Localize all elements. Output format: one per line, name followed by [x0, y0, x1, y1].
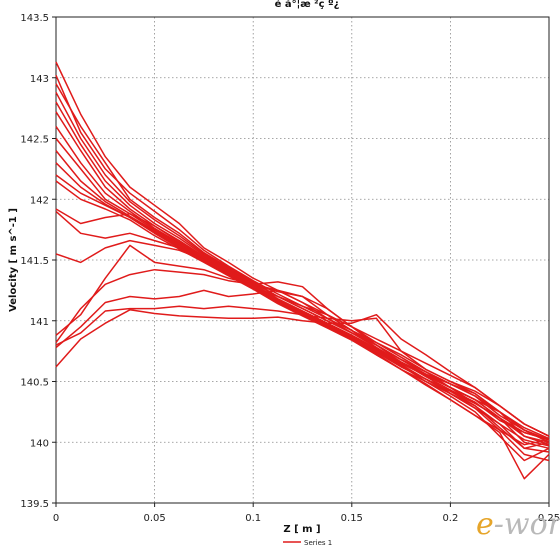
y-tick-label: 141: [30, 317, 49, 328]
series-line-1: [55, 61, 550, 437]
y-tick-label: 139.5: [20, 499, 49, 510]
axis-ticks: 0 0.05 0.1 0.15 0.2 0.25 139.5 140 140.5 141 141.5…: [20, 13, 560, 524]
grid: [56, 17, 549, 503]
x-tick-label: 0.2: [442, 513, 458, 524]
series-group: [55, 61, 550, 480]
x-tick-label: 0.05: [143, 513, 165, 524]
series-line-20: [55, 309, 550, 437]
y-tick-label: 141.5: [20, 256, 49, 267]
legend: Series 1: [283, 539, 332, 547]
series-line-15: [55, 239, 550, 441]
x-tick-label: 0: [53, 513, 59, 524]
series-line-19: [55, 305, 550, 437]
watermark-logo: e-works: [476, 507, 560, 542]
series-line-13: [55, 208, 550, 444]
chart-title: é å°¦æ ²ç º¿: [275, 0, 340, 10]
x-tick-label: 0.1: [245, 513, 261, 524]
legend-entry-series-1: Series 1: [304, 539, 332, 547]
series-line-6: [55, 111, 550, 446]
svg-text:e-works: e-works: [476, 507, 560, 542]
series-line-9: [55, 150, 550, 450]
y-tick-label: 142: [30, 195, 49, 206]
x-tick-label: 0.25: [538, 513, 560, 524]
series-line-17: [55, 268, 550, 440]
y-tick-label: 142.5: [20, 135, 49, 146]
series-line-7: [55, 125, 550, 462]
x-axis-label: Z [ m ]: [283, 524, 320, 535]
y-tick-label: 140: [30, 438, 49, 449]
x-tick-label: 0.15: [341, 513, 363, 524]
y-tick-label: 143.5: [20, 13, 49, 24]
y-tick-label: 140.5: [20, 378, 49, 389]
y-axis-label: Velocity [ m s^-1 ]: [8, 208, 19, 312]
y-tick-label: 143: [30, 74, 49, 85]
series-line-18: [55, 289, 550, 441]
plot-frame: [55, 16, 550, 504]
series-line-4: [55, 91, 550, 450]
series-line-12: [55, 180, 550, 480]
series-line-14: [55, 210, 550, 441]
